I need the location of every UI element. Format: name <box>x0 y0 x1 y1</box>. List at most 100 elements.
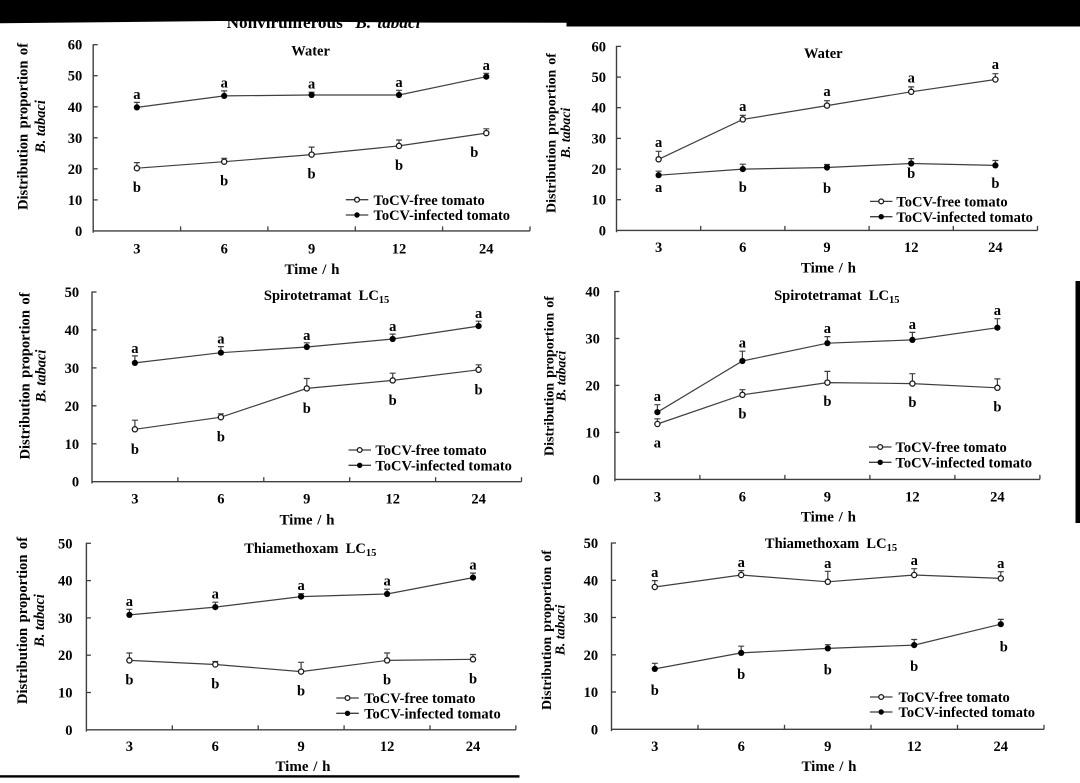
svg-text:b: b <box>823 181 831 197</box>
svg-text:b: b <box>1000 640 1008 656</box>
svg-text:30: 30 <box>68 131 83 147</box>
svg-text:9: 9 <box>823 240 830 256</box>
svg-text:a: a <box>212 587 220 603</box>
svg-text:0: 0 <box>75 224 82 240</box>
svg-text:b: b <box>217 430 225 446</box>
svg-text:6: 6 <box>739 490 746 506</box>
svg-text:a: a <box>739 99 747 115</box>
svg-text:10: 10 <box>58 686 73 702</box>
svg-text:3: 3 <box>131 492 138 508</box>
svg-text:10: 10 <box>65 437 80 453</box>
svg-text:3: 3 <box>651 739 658 755</box>
svg-text:6: 6 <box>739 240 746 256</box>
svg-text:24: 24 <box>466 739 481 755</box>
svg-text:B. tabaci: B. tabaci <box>552 605 567 657</box>
svg-text:12: 12 <box>385 492 400 508</box>
svg-text:Distribution proportion of: Distribution proportion of <box>18 292 34 459</box>
svg-text:a: a <box>221 75 229 91</box>
svg-text:30: 30 <box>584 611 599 627</box>
svg-text:24: 24 <box>990 490 1005 506</box>
svg-text:b: b <box>993 399 1001 415</box>
svg-text:9: 9 <box>824 739 831 755</box>
svg-text:10: 10 <box>584 685 599 701</box>
svg-text:12: 12 <box>907 739 922 755</box>
svg-text:9: 9 <box>297 739 304 755</box>
svg-text:6: 6 <box>212 739 219 755</box>
svg-text:a: a <box>654 436 662 452</box>
svg-text:Spirotetramat LC15: Spirotetramat LC15 <box>264 288 389 306</box>
svg-text:b: b <box>308 167 316 183</box>
svg-text:a: a <box>997 556 1005 572</box>
svg-text:Time / h: Time / h <box>801 759 857 775</box>
svg-text:a: a <box>133 87 141 103</box>
svg-text:6: 6 <box>221 241 228 257</box>
svg-text:B. tabaci: B. tabaci <box>558 108 573 160</box>
svg-text:60: 60 <box>68 38 83 54</box>
svg-text:a: a <box>655 135 663 151</box>
svg-text:b: b <box>297 684 305 700</box>
svg-text:50: 50 <box>65 285 80 301</box>
svg-text:a: a <box>655 180 663 196</box>
svg-text:a: a <box>823 84 831 100</box>
svg-text:6: 6 <box>738 739 745 755</box>
svg-text:a: a <box>395 75 403 91</box>
svg-text:b: b <box>220 174 228 190</box>
svg-text:ToCV-free tomato: ToCV-free tomato <box>375 443 486 459</box>
svg-text:a: a <box>383 574 391 590</box>
svg-text:b: b <box>383 672 391 688</box>
svg-text:30: 30 <box>592 131 607 147</box>
svg-text:a: a <box>992 57 1000 73</box>
svg-text:3: 3 <box>655 240 662 256</box>
svg-text:b: b <box>824 662 832 678</box>
svg-text:Time / h: Time / h <box>284 262 340 278</box>
svg-text:40: 40 <box>584 573 599 589</box>
svg-text:b: b <box>908 395 916 411</box>
svg-text:24: 24 <box>988 240 1003 256</box>
svg-text:9: 9 <box>308 241 315 257</box>
svg-text:b: b <box>125 672 133 688</box>
svg-text:24: 24 <box>471 492 486 508</box>
svg-text:9: 9 <box>303 492 310 508</box>
svg-text:ToCV-infected tomato: ToCV-infected tomato <box>374 208 511 224</box>
svg-text:a: a <box>126 594 134 610</box>
svg-text:12: 12 <box>380 739 395 755</box>
svg-text:b: b <box>470 145 478 161</box>
svg-text:ToCV-infected tomato: ToCV-infected tomato <box>896 210 1033 226</box>
svg-text:40: 40 <box>65 323 80 339</box>
svg-text:0: 0 <box>591 722 598 738</box>
svg-text:30: 30 <box>65 361 80 377</box>
svg-text:b: b <box>739 180 747 196</box>
svg-text:b: b <box>737 667 745 683</box>
svg-text:40: 40 <box>58 574 73 590</box>
svg-text:a: a <box>469 558 477 574</box>
svg-text:12: 12 <box>905 490 920 506</box>
svg-text:Water: Water <box>804 46 843 62</box>
svg-text:ToCV-infected tomato: ToCV-infected tomato <box>364 707 501 723</box>
svg-text:Time / h: Time / h <box>801 509 857 525</box>
svg-text:a: a <box>297 578 305 594</box>
svg-text:24: 24 <box>994 739 1009 755</box>
svg-text:20: 20 <box>585 378 600 394</box>
svg-text:B. tabaci: B. tabaci <box>554 351 569 403</box>
svg-text:6: 6 <box>217 492 224 508</box>
svg-text:10: 10 <box>592 193 607 209</box>
svg-text:b: b <box>211 677 219 693</box>
svg-text:ToCV-free tomato: ToCV-free tomato <box>374 193 485 209</box>
svg-text:a: a <box>908 70 916 86</box>
svg-text:a: a <box>824 556 832 572</box>
svg-text:40: 40 <box>585 285 600 301</box>
svg-text:50: 50 <box>68 69 83 85</box>
svg-text:30: 30 <box>585 332 600 348</box>
svg-text:b: b <box>395 158 403 174</box>
svg-text:20: 20 <box>68 162 83 178</box>
svg-text:50: 50 <box>58 536 73 552</box>
svg-text:b: b <box>133 180 141 196</box>
svg-text:Distribution proportion of: Distribution proportion of <box>16 43 32 210</box>
svg-text:ToCV-infected tomato: ToCV-infected tomato <box>899 705 1036 721</box>
svg-text:ToCV-infected tomato: ToCV-infected tomato <box>375 459 512 475</box>
svg-text:b: b <box>303 401 311 417</box>
svg-text:Time / h: Time / h <box>279 513 335 529</box>
svg-text:Time / h: Time / h <box>801 260 857 276</box>
svg-text:ToCV-free tomato: ToCV-free tomato <box>364 691 475 707</box>
svg-text:a: a <box>217 332 225 348</box>
